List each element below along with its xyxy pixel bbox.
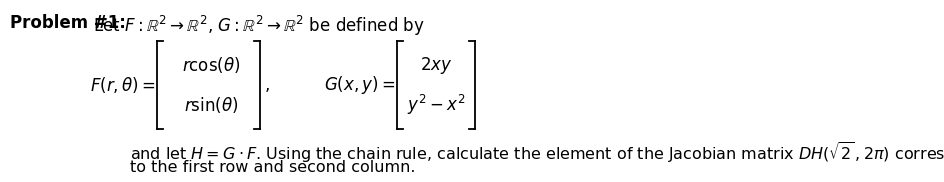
Text: $r\cos(\theta)$: $r\cos(\theta)$ bbox=[182, 55, 241, 75]
Text: $2xy$: $2xy$ bbox=[420, 54, 452, 76]
Text: and let $H = G \cdot F$. Using the chain rule, calculate the element of the Jaco: and let $H = G \cdot F$. Using the chain… bbox=[130, 140, 944, 165]
Text: $y^2 - x^2$: $y^2 - x^2$ bbox=[407, 93, 465, 117]
Text: to the first row and second column.: to the first row and second column. bbox=[130, 160, 415, 175]
Text: Problem #1:: Problem #1: bbox=[10, 14, 126, 32]
Text: $F(r, \theta) = $: $F(r, \theta) = $ bbox=[90, 75, 155, 95]
Text: Let $F:\mathbb{R}^2 \rightarrow \mathbb{R}^2$, $G:\mathbb{R}^2 \rightarrow \math: Let $F:\mathbb{R}^2 \rightarrow \mathbb{… bbox=[88, 14, 425, 38]
Text: $r\sin(\theta)$: $r\sin(\theta)$ bbox=[184, 95, 239, 115]
Text: ,: , bbox=[265, 76, 270, 94]
Text: $G(x, y) = $: $G(x, y) = $ bbox=[324, 74, 395, 96]
